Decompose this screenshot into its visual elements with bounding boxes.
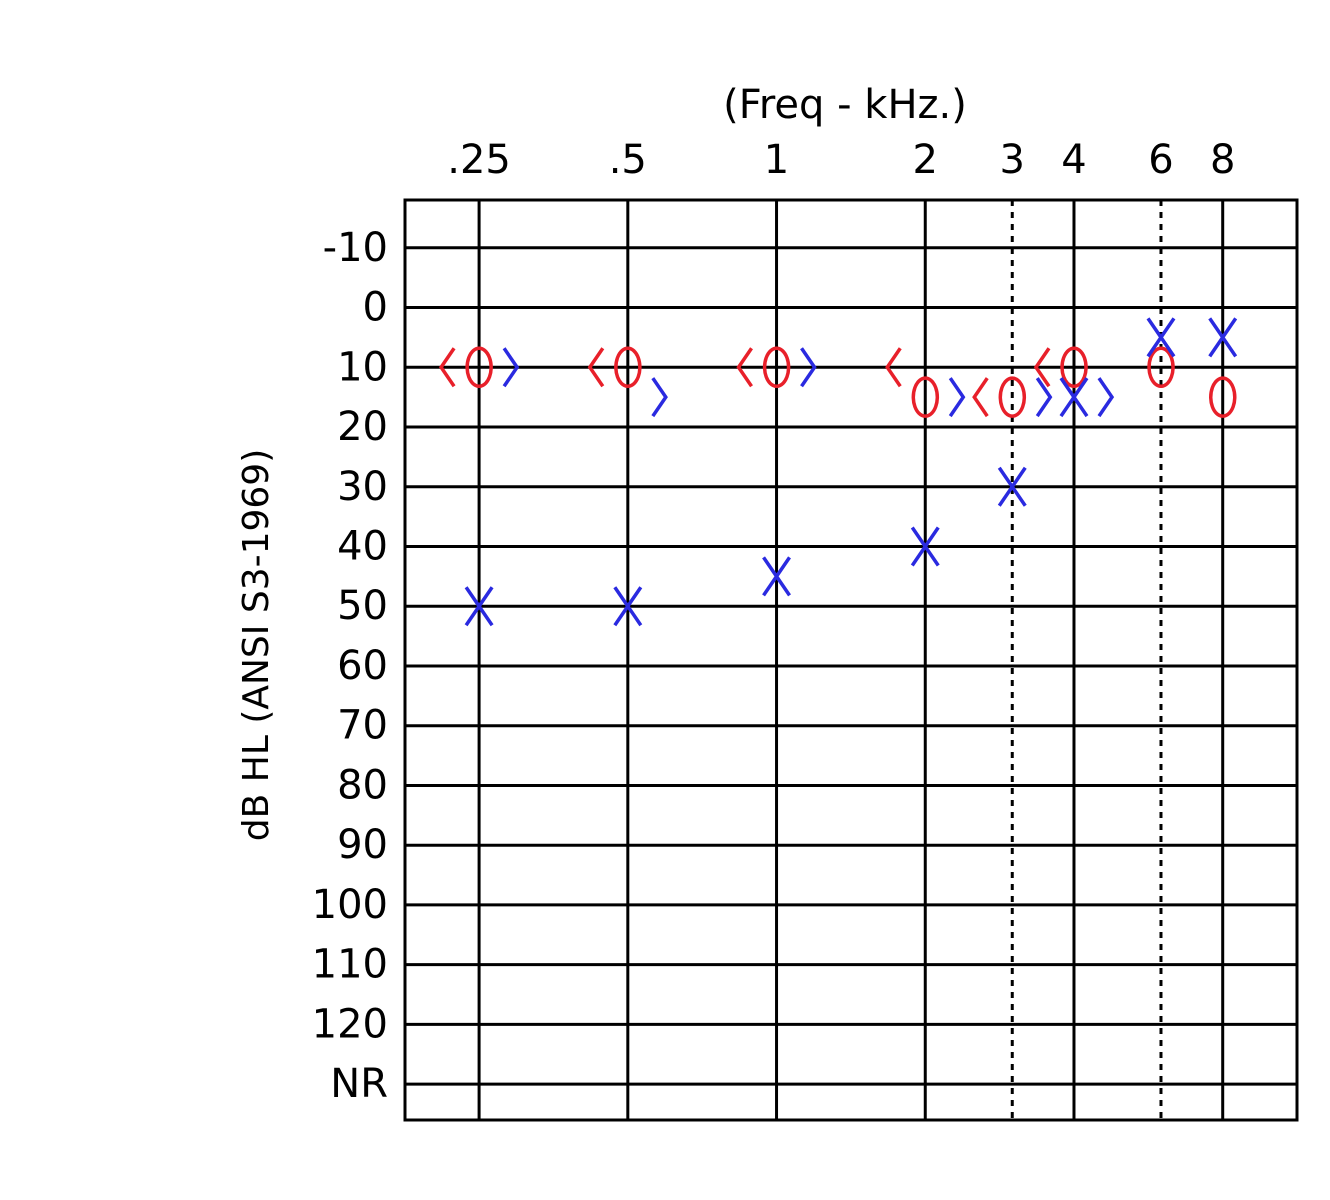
y-tick-label: 60 [337,643,388,689]
marker [1097,377,1115,418]
marker [587,347,605,388]
marker [972,377,989,418]
marker [885,347,902,388]
y-tick-label: 10 [337,344,388,390]
y-tick-label: -10 [323,225,388,271]
x-tick-label: .5 [609,137,647,183]
y-tick-label: 80 [337,762,388,808]
y-tick-label: 40 [337,523,388,569]
marker [614,346,642,388]
marker [651,377,668,418]
marker [1060,346,1088,388]
marker [438,347,456,388]
y-tick-label: 50 [337,583,388,629]
y-tick-label: 0 [363,285,388,331]
x-tick-label: 4 [1061,137,1086,183]
marker [1209,376,1237,418]
y-tick-label: 110 [312,942,388,988]
marker [1147,346,1175,388]
x-tick-label: 2 [913,137,938,183]
marker [762,346,791,388]
marker [464,586,494,627]
x-tick-label: 6 [1148,137,1173,183]
marker [1146,317,1176,358]
marker [998,376,1027,418]
y-tick-label: NR [330,1061,388,1107]
x-tick-label: 3 [1000,137,1025,183]
x-tick-label: .25 [447,137,511,183]
y-tick-label: 70 [337,703,388,749]
x-tick-label: 8 [1210,137,1235,183]
marker [910,526,940,567]
y-tick-label: 100 [312,882,388,928]
marker [736,347,753,388]
marker [502,347,520,388]
chart-title: (Freq - kHz.) [723,82,967,128]
marker [1035,377,1053,418]
marker [997,466,1027,507]
marker [1033,347,1051,388]
marker [800,347,817,388]
marker [911,376,940,418]
y-tick-label: 20 [337,404,388,450]
marker [1208,317,1238,358]
marker [465,346,493,388]
plot-frame [403,198,1299,1122]
marker [613,586,643,627]
y-tick-label: 90 [337,822,388,868]
y-tick-label: 120 [312,1001,388,1047]
y-tick-label: 30 [337,464,388,510]
marker [948,377,966,418]
marker [762,556,791,597]
marker [1059,377,1089,418]
y-axis-label: dB HL (ANSI S3-1969) [236,449,277,841]
x-tick-label: 1 [764,137,789,183]
